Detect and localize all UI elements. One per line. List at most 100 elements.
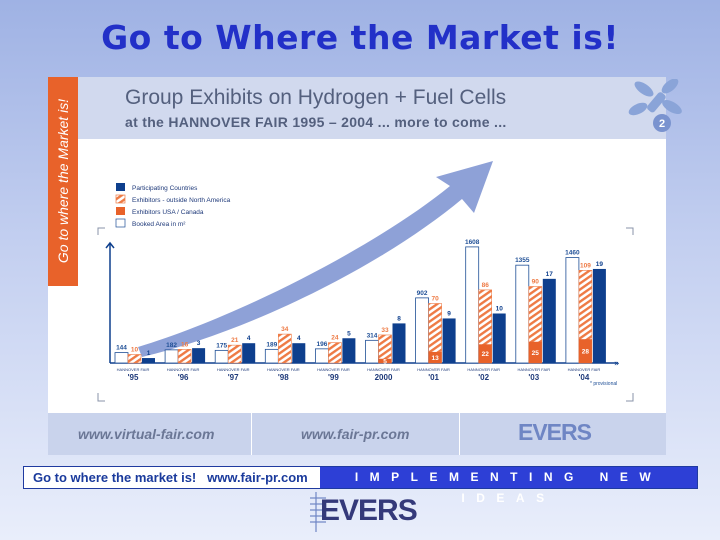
footnote: * provisional bbox=[590, 381, 617, 387]
bar-booked-area bbox=[415, 297, 430, 364]
label-booked-area: 902 bbox=[417, 290, 428, 297]
x-tick-label-year: '02 bbox=[478, 373, 489, 382]
chart-legend: Participating Countries Exhibitors - outs… bbox=[115, 183, 231, 228]
legend-label-3: Booked Area in m² bbox=[132, 221, 186, 228]
bar-countries bbox=[292, 343, 306, 363]
label-booked-area: 175 bbox=[216, 342, 227, 349]
x-tick-label-year: '03 bbox=[528, 373, 539, 382]
label-exhibitors-outside: 21 bbox=[231, 337, 239, 344]
x-tick-label-year: '96 bbox=[178, 373, 189, 382]
bottom-banner-tagline: IMPLEMENTING NEW IDEAS bbox=[320, 467, 697, 505]
x-tick-label-top: HANNOVER FAIR bbox=[367, 367, 400, 372]
bar-booked-area bbox=[465, 246, 480, 364]
x-axis-arrow: » bbox=[614, 359, 620, 369]
bar-exhibitors-usa bbox=[478, 344, 492, 363]
label-countries: 3 bbox=[197, 340, 201, 347]
label-countries: 17 bbox=[546, 271, 554, 278]
x-tick-label-top: HANNOVER FAIR bbox=[417, 367, 450, 372]
bar-booked-area bbox=[314, 348, 329, 364]
logo-badge-number: 2 bbox=[659, 118, 665, 130]
label-exhibitors-outside: 10 bbox=[131, 347, 139, 354]
chart-heading: Group Exhibits on Hydrogen + Fuel Cells bbox=[125, 86, 507, 109]
slide-header: Group Exhibits on Hydrogen + Fuel Cells … bbox=[78, 77, 682, 139]
bar-countries bbox=[492, 313, 506, 363]
footer-divider bbox=[459, 413, 460, 455]
x-tick-label-top: HANNOVER FAIR bbox=[467, 367, 500, 372]
x-tick-label-year: '95 bbox=[128, 373, 139, 382]
bar-exhibitors-outside bbox=[278, 333, 292, 364]
label-exhibitors-outside: 109 bbox=[580, 262, 591, 269]
bar-booked-area bbox=[114, 352, 129, 364]
x-tick-label-year: '04 bbox=[578, 373, 589, 382]
footer-link-virtual-fair[interactable]: www.virtual-fair.com bbox=[78, 426, 215, 442]
x-tick-label-year: '01 bbox=[428, 373, 439, 382]
label-countries: 4 bbox=[297, 335, 301, 342]
bar-countries bbox=[592, 268, 606, 363]
fuel-cell-logo-icon: 2 bbox=[628, 79, 682, 132]
corner-mark bbox=[97, 393, 105, 402]
label-exhibitors-outside: 16 bbox=[181, 341, 189, 348]
slide-panel: Go to where the Market is! Group Exhibit… bbox=[48, 77, 682, 455]
legend-label-1: Exhibitors - outside North America bbox=[132, 197, 231, 204]
footer-divider bbox=[251, 413, 252, 455]
bar-exhibitors-usa bbox=[378, 358, 392, 363]
evers-logo-bottom: EVERS bbox=[306, 490, 418, 534]
slide-footer: www.virtual-fair.com www.fair-pr.com EVE… bbox=[48, 413, 666, 455]
label-countries: 4 bbox=[247, 335, 251, 342]
label-exhibitors-usa: 22 bbox=[482, 351, 490, 358]
label-exhibitors-usa: 13 bbox=[431, 355, 439, 362]
bar-booked-area bbox=[515, 264, 530, 364]
footer-link-fair-pr[interactable]: www.fair-pr.com bbox=[301, 426, 410, 442]
bar-booked-area bbox=[365, 339, 379, 364]
label-booked-area: 1608 bbox=[465, 239, 480, 246]
label-booked-area: 196 bbox=[316, 341, 327, 348]
y-axis-arrow bbox=[105, 241, 115, 249]
bar-exhibitors-outside bbox=[227, 344, 242, 364]
bar-countries bbox=[142, 358, 155, 363]
label-exhibitors-outside: 70 bbox=[431, 296, 439, 303]
legend-swatch-0 bbox=[116, 183, 125, 191]
label-exhibitors-usa: 5 bbox=[383, 358, 387, 365]
label-exhibitors-usa: 25 bbox=[532, 350, 540, 357]
bar-exhibitors-outside bbox=[127, 354, 142, 364]
bar-exhibitors-outside bbox=[328, 342, 342, 364]
growth-arrow bbox=[138, 161, 493, 357]
label-countries: 9 bbox=[447, 310, 451, 317]
label-booked-area: 144 bbox=[116, 345, 127, 352]
bottom-banner-slogan[interactable]: Go to where the market is! www.fair-pr.c… bbox=[33, 470, 308, 485]
evers-logo-text: EVERS bbox=[320, 494, 418, 527]
evers-mark-icon bbox=[310, 492, 326, 532]
side-strip: Go to where the Market is! bbox=[48, 77, 78, 286]
bar-countries bbox=[392, 323, 406, 363]
legend-swatch-3 bbox=[115, 218, 126, 228]
x-tick-label-top: HANNOVER FAIR bbox=[167, 367, 200, 372]
x-tick-label-year: 2000 bbox=[375, 373, 393, 382]
label-countries: 5 bbox=[347, 330, 351, 337]
page-title: Go to Where the Market is! bbox=[101, 18, 619, 57]
chart-subheading: at the HANNOVER FAIR 1995 – 2004 ... mor… bbox=[125, 114, 507, 130]
label-exhibitors-outside: 33 bbox=[381, 327, 389, 334]
label-booked-area: 1460 bbox=[565, 250, 580, 257]
legend-swatch-1 bbox=[115, 194, 126, 204]
bar-booked-area bbox=[264, 348, 279, 364]
bar-countries bbox=[542, 278, 556, 363]
x-tick-label-top: HANNOVER FAIR bbox=[117, 367, 150, 372]
label-countries: 10 bbox=[496, 306, 504, 313]
corner-mark bbox=[626, 227, 634, 235]
corner-mark bbox=[626, 393, 634, 402]
bar-exhibitors-usa bbox=[578, 339, 592, 363]
bar-booked-area bbox=[214, 349, 229, 364]
label-countries: 1 bbox=[147, 350, 151, 357]
bar-exhibitors-usa bbox=[428, 351, 442, 363]
label-booked-area: 182 bbox=[166, 342, 177, 349]
label-countries: 19 bbox=[596, 261, 604, 268]
x-tick-label-top: HANNOVER FAIR bbox=[217, 367, 250, 372]
x-tick-label-top: HANNOVER FAIR bbox=[517, 367, 550, 372]
label-exhibitors-outside: 34 bbox=[281, 326, 289, 333]
bar-countries bbox=[342, 338, 356, 363]
label-exhibitors-outside: 90 bbox=[532, 279, 540, 286]
x-tick-label-top: HANNOVER FAIR bbox=[317, 367, 350, 372]
label-booked-area: 1355 bbox=[515, 257, 530, 264]
bar-booked-area bbox=[164, 349, 179, 364]
